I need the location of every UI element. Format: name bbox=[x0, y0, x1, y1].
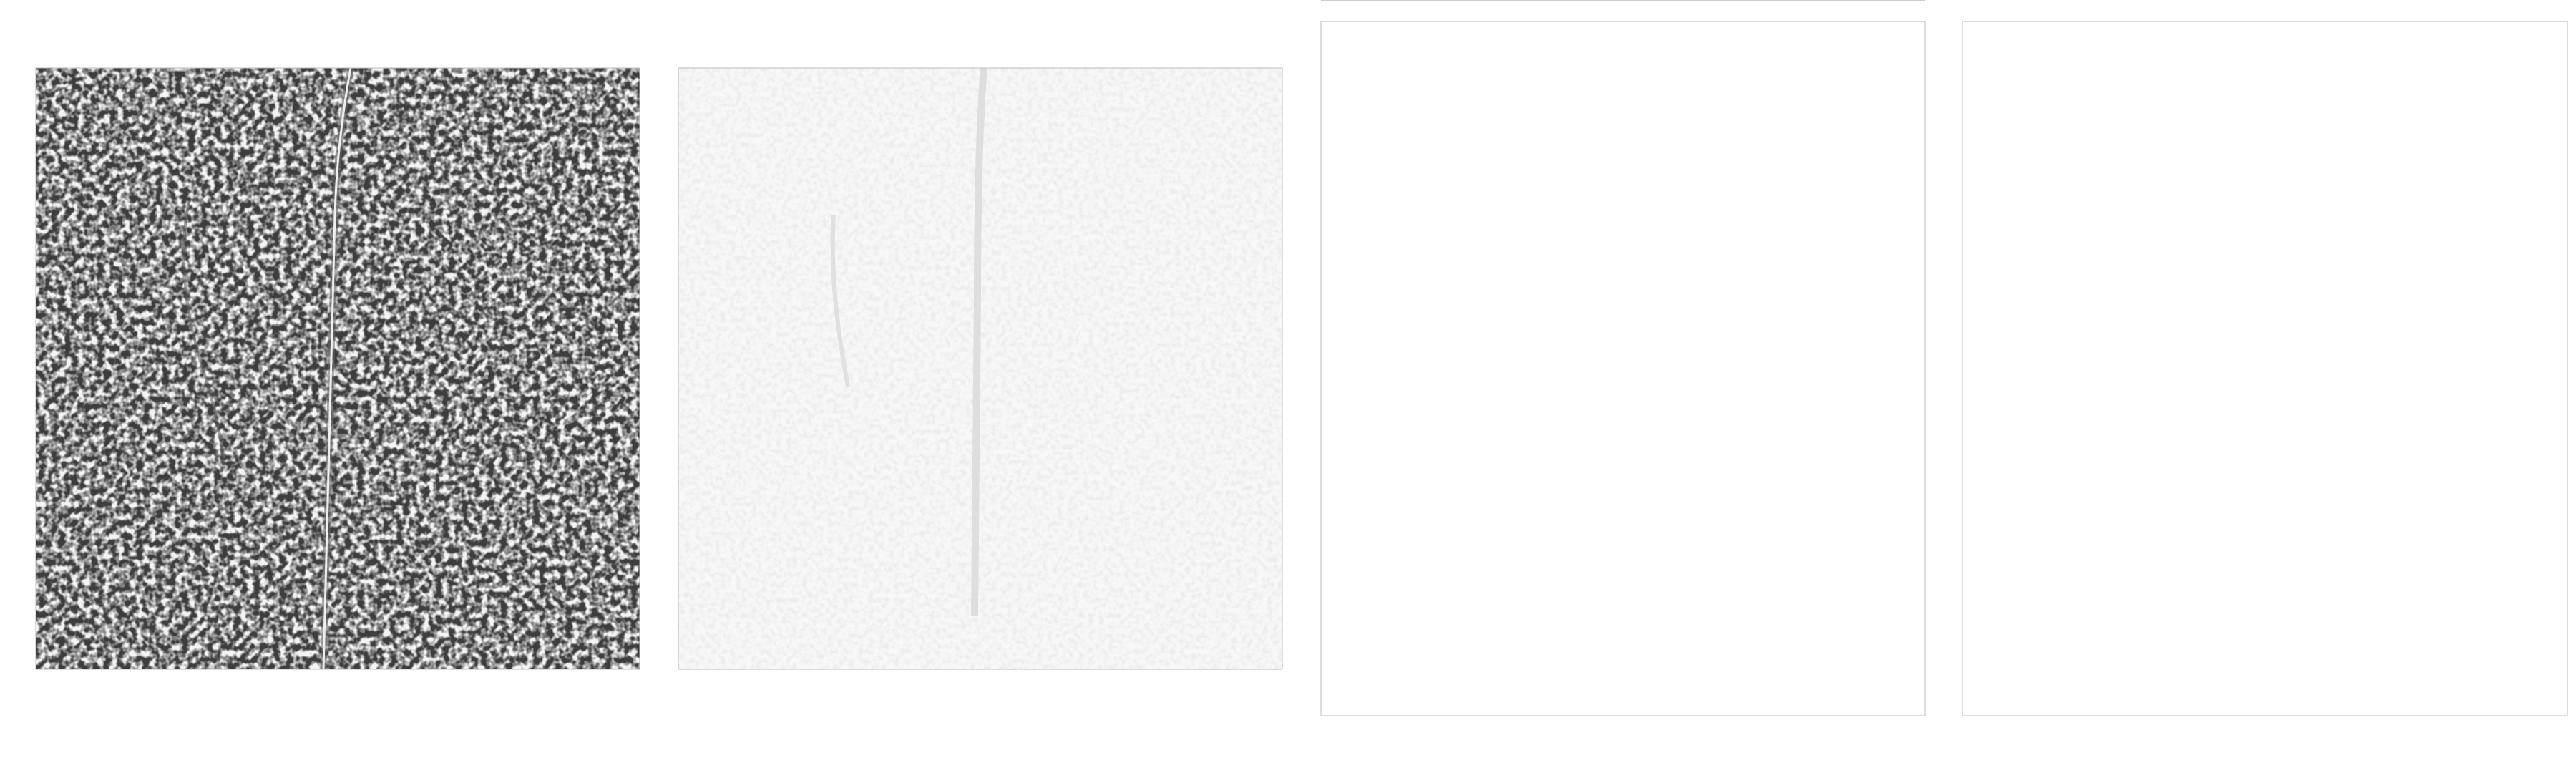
tsne-panel bbox=[1962, 21, 2568, 716]
bar-chart-panel bbox=[1320, 0, 1926, 716]
histology-panel bbox=[35, 67, 640, 670]
mask-panel bbox=[678, 67, 1283, 670]
bar-chart-frame bbox=[1320, 21, 1926, 716]
histology-ventricle bbox=[182, 68, 354, 669]
tsne-frame bbox=[1962, 21, 2568, 716]
histology-frame bbox=[35, 67, 640, 670]
mask-ventricle bbox=[830, 68, 987, 616]
mask-frame bbox=[678, 67, 1283, 670]
